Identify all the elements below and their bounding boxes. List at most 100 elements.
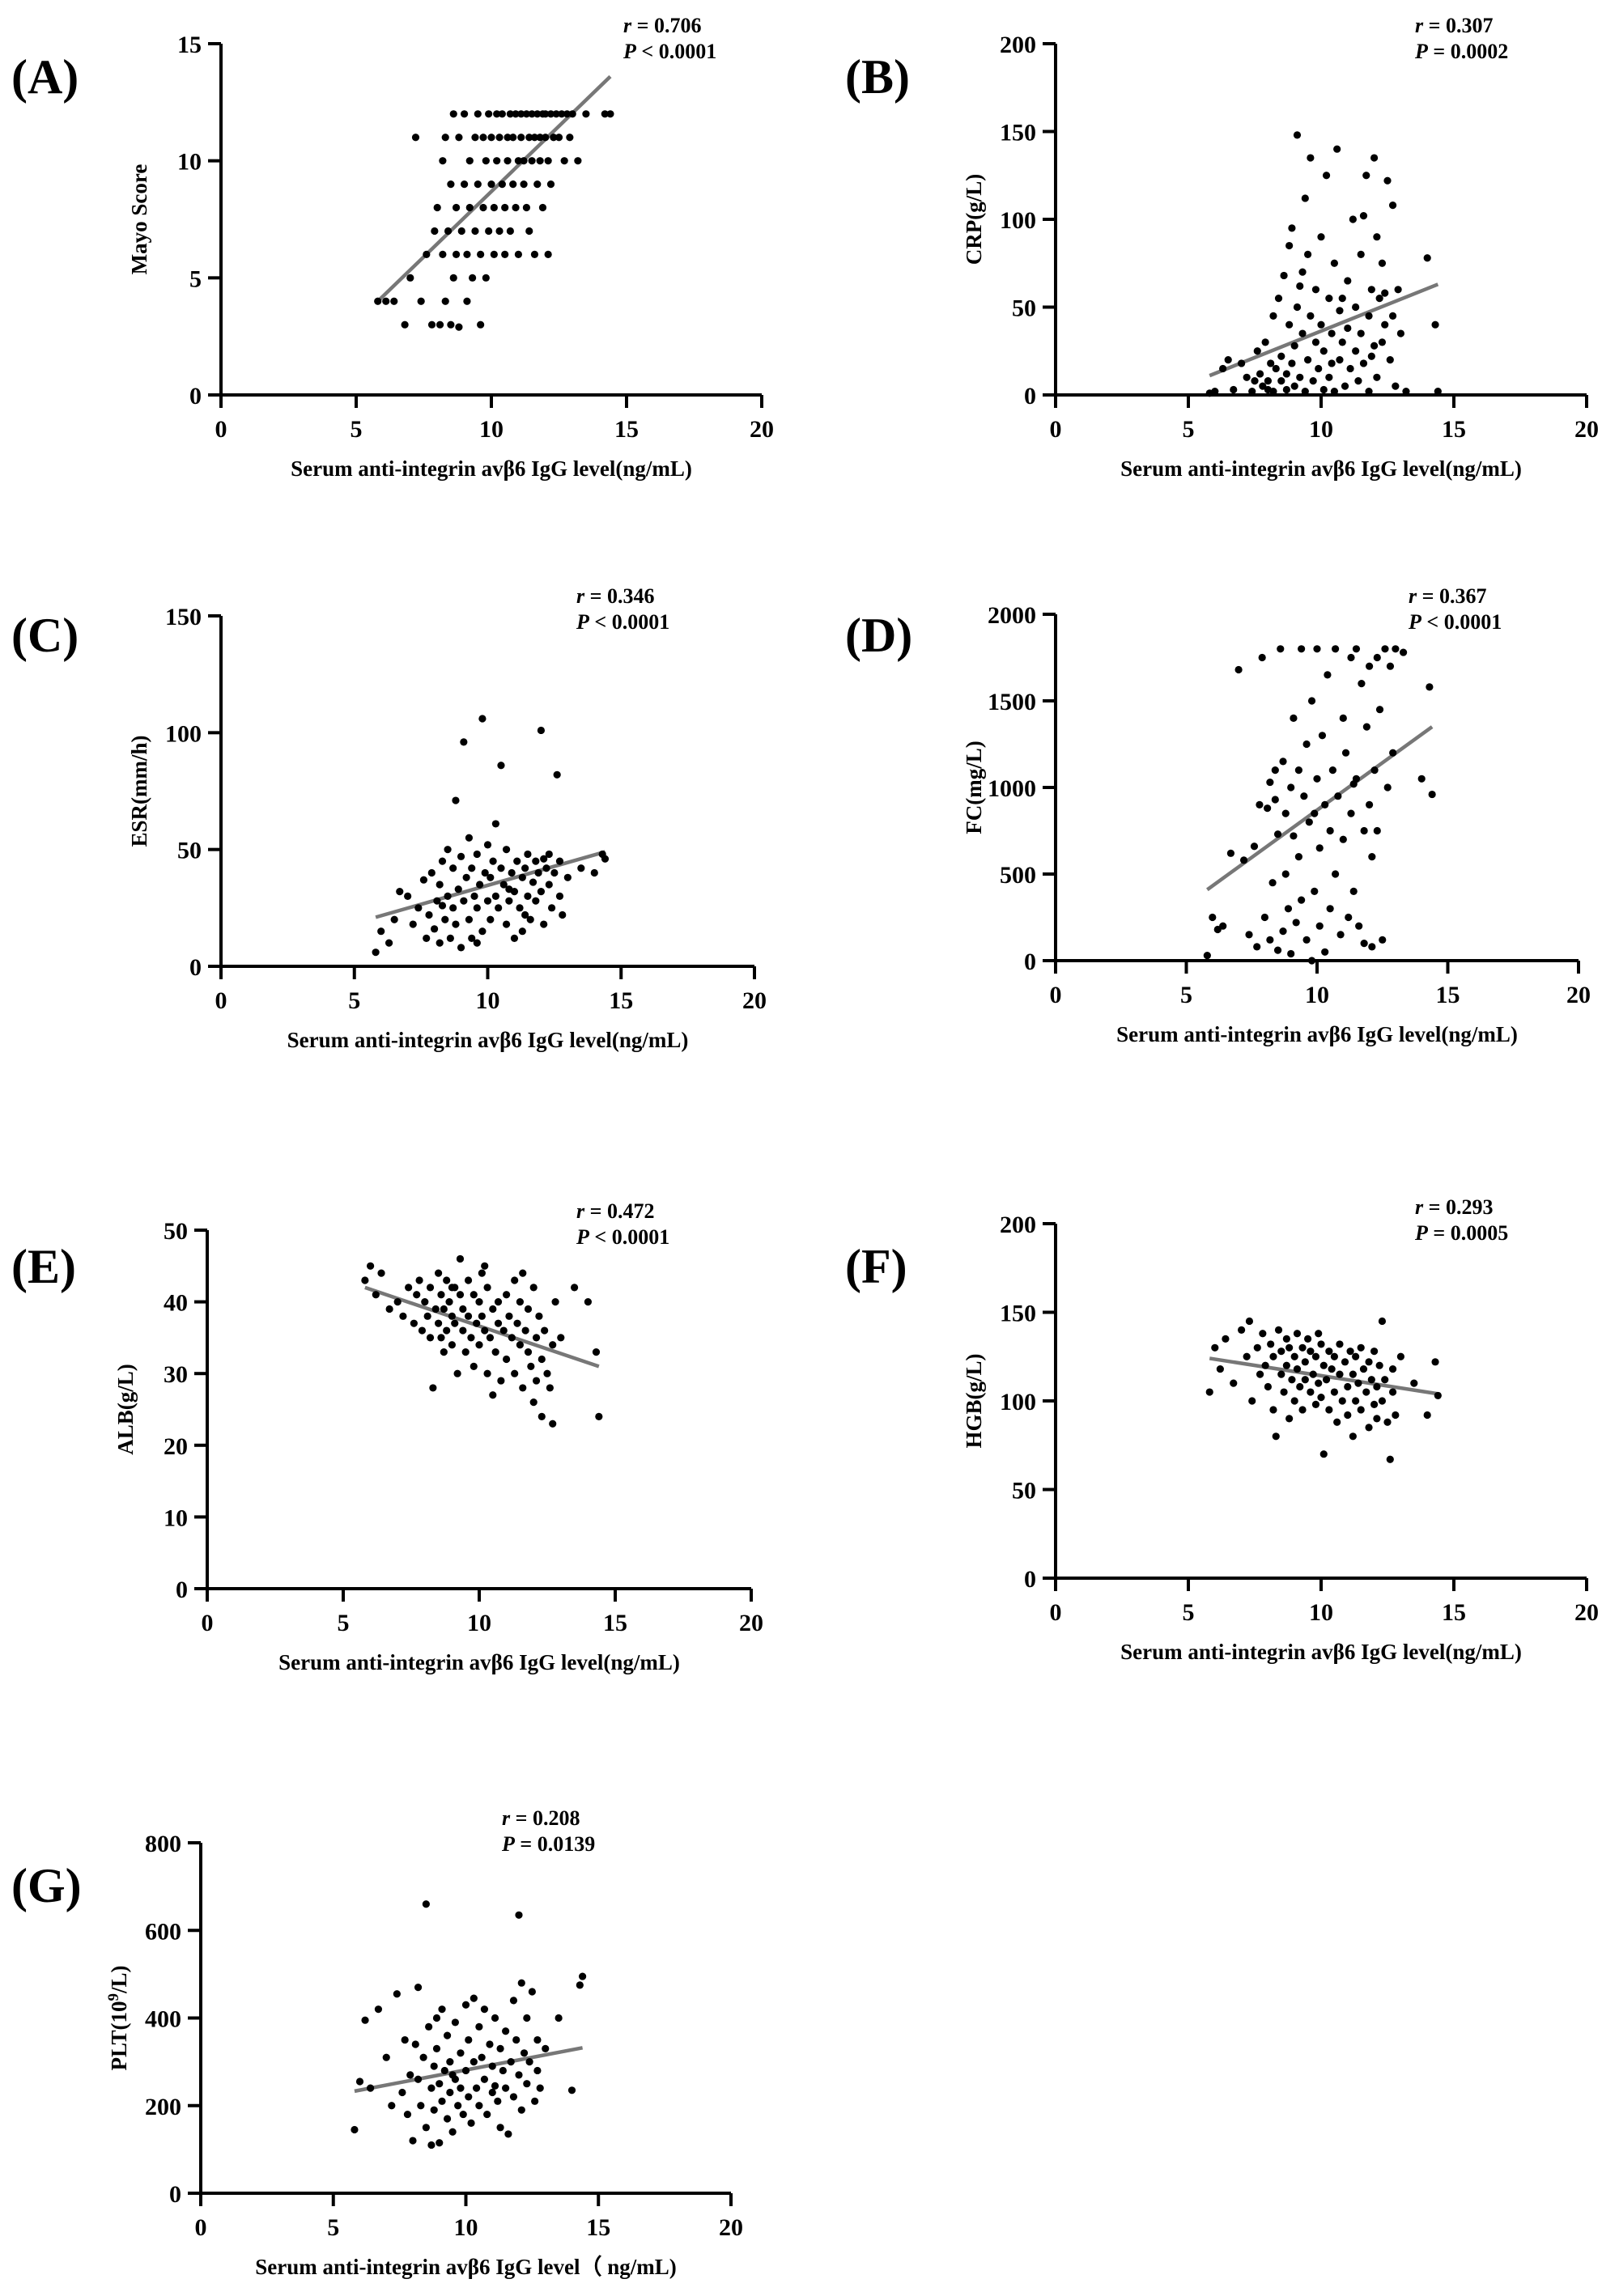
data-point xyxy=(1328,359,1336,367)
x-tick-label: 0 xyxy=(202,1610,214,1636)
data-point xyxy=(1272,1432,1280,1441)
data-point xyxy=(508,1334,516,1342)
data-point xyxy=(1307,957,1316,965)
data-point xyxy=(1211,1343,1219,1352)
y-tick-label: 150 xyxy=(1000,1301,1036,1327)
data-point xyxy=(520,157,528,165)
data-point xyxy=(460,738,468,746)
data-point xyxy=(497,1377,505,1385)
data-point xyxy=(1302,740,1311,749)
data-point xyxy=(504,134,512,142)
data-point xyxy=(475,1341,483,1349)
data-point xyxy=(461,2066,470,2075)
data-point xyxy=(551,1298,559,1306)
data-point xyxy=(478,715,487,723)
y-tick-label: 2000 xyxy=(988,602,1036,629)
data-point xyxy=(1277,352,1285,360)
data-point xyxy=(478,2053,486,2061)
data-point xyxy=(532,857,540,865)
data-point xyxy=(476,881,484,889)
data-point xyxy=(355,2077,364,2086)
data-point xyxy=(433,203,441,212)
data-point xyxy=(518,927,526,936)
data-point xyxy=(399,1312,407,1320)
data-point xyxy=(447,180,455,189)
data-point xyxy=(398,2088,406,2097)
data-point xyxy=(1279,758,1287,766)
data-point xyxy=(1273,830,1282,838)
data-point xyxy=(1307,697,1316,705)
data-point xyxy=(1389,749,1397,757)
data-point xyxy=(427,2141,436,2150)
data-point xyxy=(549,1341,557,1349)
y-tick-label: 0 xyxy=(189,383,202,410)
data-point xyxy=(1307,154,1315,162)
data-point xyxy=(403,2110,412,2119)
data-point xyxy=(1260,913,1268,922)
data-point xyxy=(433,897,441,905)
data-point xyxy=(497,864,505,872)
data-point xyxy=(470,1994,478,2002)
stat-r-value: = 0.208 xyxy=(510,1806,580,1830)
x-axis-title: Serum anti-integrin avβ6 IgG level(ng/mL… xyxy=(1116,1022,1518,1046)
data-point xyxy=(1280,271,1288,280)
data-point xyxy=(1245,1317,1254,1326)
data-point xyxy=(401,320,409,329)
data-point xyxy=(545,881,553,889)
data-point xyxy=(1383,176,1392,185)
data-point xyxy=(518,873,526,881)
data-point xyxy=(517,134,525,142)
data-point xyxy=(1264,804,1272,813)
y-tick-label: 400 xyxy=(145,2006,181,2033)
data-point xyxy=(511,1369,519,1377)
data-point xyxy=(538,1412,546,1420)
data-point xyxy=(459,1326,467,1335)
data-point xyxy=(489,857,497,865)
data-point xyxy=(425,2022,433,2031)
data-point xyxy=(1234,665,1243,674)
data-point xyxy=(501,203,509,212)
y-axis-title: FC(mg/L) xyxy=(962,741,986,834)
y-axis-title: ESR(mm/h) xyxy=(127,735,151,847)
data-point xyxy=(438,2097,446,2105)
data-point xyxy=(1431,1358,1439,1366)
data-point xyxy=(1367,1376,1375,1384)
data-point xyxy=(503,1291,511,1299)
data-point xyxy=(1373,653,1381,662)
regression-line xyxy=(1209,1356,1438,1396)
data-point xyxy=(431,1305,440,1314)
data-point xyxy=(427,2084,436,2092)
data-point xyxy=(1367,286,1375,294)
data-point xyxy=(437,1334,445,1342)
x-tick-label: 20 xyxy=(750,416,774,443)
data-point xyxy=(1296,373,1304,381)
data-point xyxy=(495,904,503,912)
data-point xyxy=(528,110,536,118)
data-point xyxy=(471,134,479,142)
data-point xyxy=(435,1269,443,1277)
data-point xyxy=(1423,1411,1431,1420)
data-point xyxy=(461,1348,470,1356)
data-point xyxy=(1296,1382,1304,1391)
y-axis-title-text: Mayo Score xyxy=(127,164,151,275)
data-point xyxy=(533,180,542,189)
y-tick-label: 1500 xyxy=(988,689,1036,715)
x-tick-label: 0 xyxy=(215,416,227,443)
data-point xyxy=(444,892,452,900)
data-point xyxy=(419,876,428,884)
data-point xyxy=(528,157,536,165)
data-point xyxy=(440,1305,448,1314)
y-tick-label: 50 xyxy=(177,838,202,864)
data-point xyxy=(533,2035,542,2044)
data-point xyxy=(506,110,514,118)
data-point xyxy=(1304,250,1312,258)
data-point xyxy=(1370,1400,1379,1408)
data-point xyxy=(1396,329,1404,337)
data-point xyxy=(1352,1352,1360,1360)
data-point xyxy=(470,1291,478,1299)
x-tick-label: 20 xyxy=(742,987,767,1014)
y-axis-title-tail: /L) xyxy=(107,1965,131,1994)
data-point xyxy=(521,910,529,919)
data-point xyxy=(440,2066,448,2075)
data-point xyxy=(1309,1370,1317,1378)
